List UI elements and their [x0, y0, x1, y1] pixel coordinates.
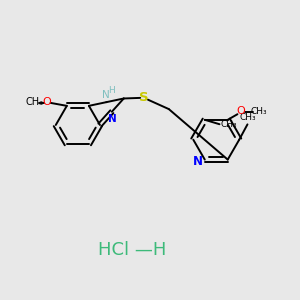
Text: N: N	[108, 114, 117, 124]
Text: S: S	[139, 91, 148, 104]
Text: N: N	[102, 89, 110, 100]
Text: CH₃: CH₃	[251, 107, 268, 116]
Text: CH₃: CH₃	[220, 120, 237, 129]
Text: O: O	[237, 106, 245, 116]
Text: N: N	[193, 155, 203, 168]
Text: O: O	[42, 97, 51, 107]
Text: CH₃: CH₃	[26, 97, 44, 107]
Text: HCl —H: HCl —H	[98, 241, 166, 259]
Text: H: H	[108, 86, 115, 95]
Text: CH₃: CH₃	[239, 113, 256, 122]
